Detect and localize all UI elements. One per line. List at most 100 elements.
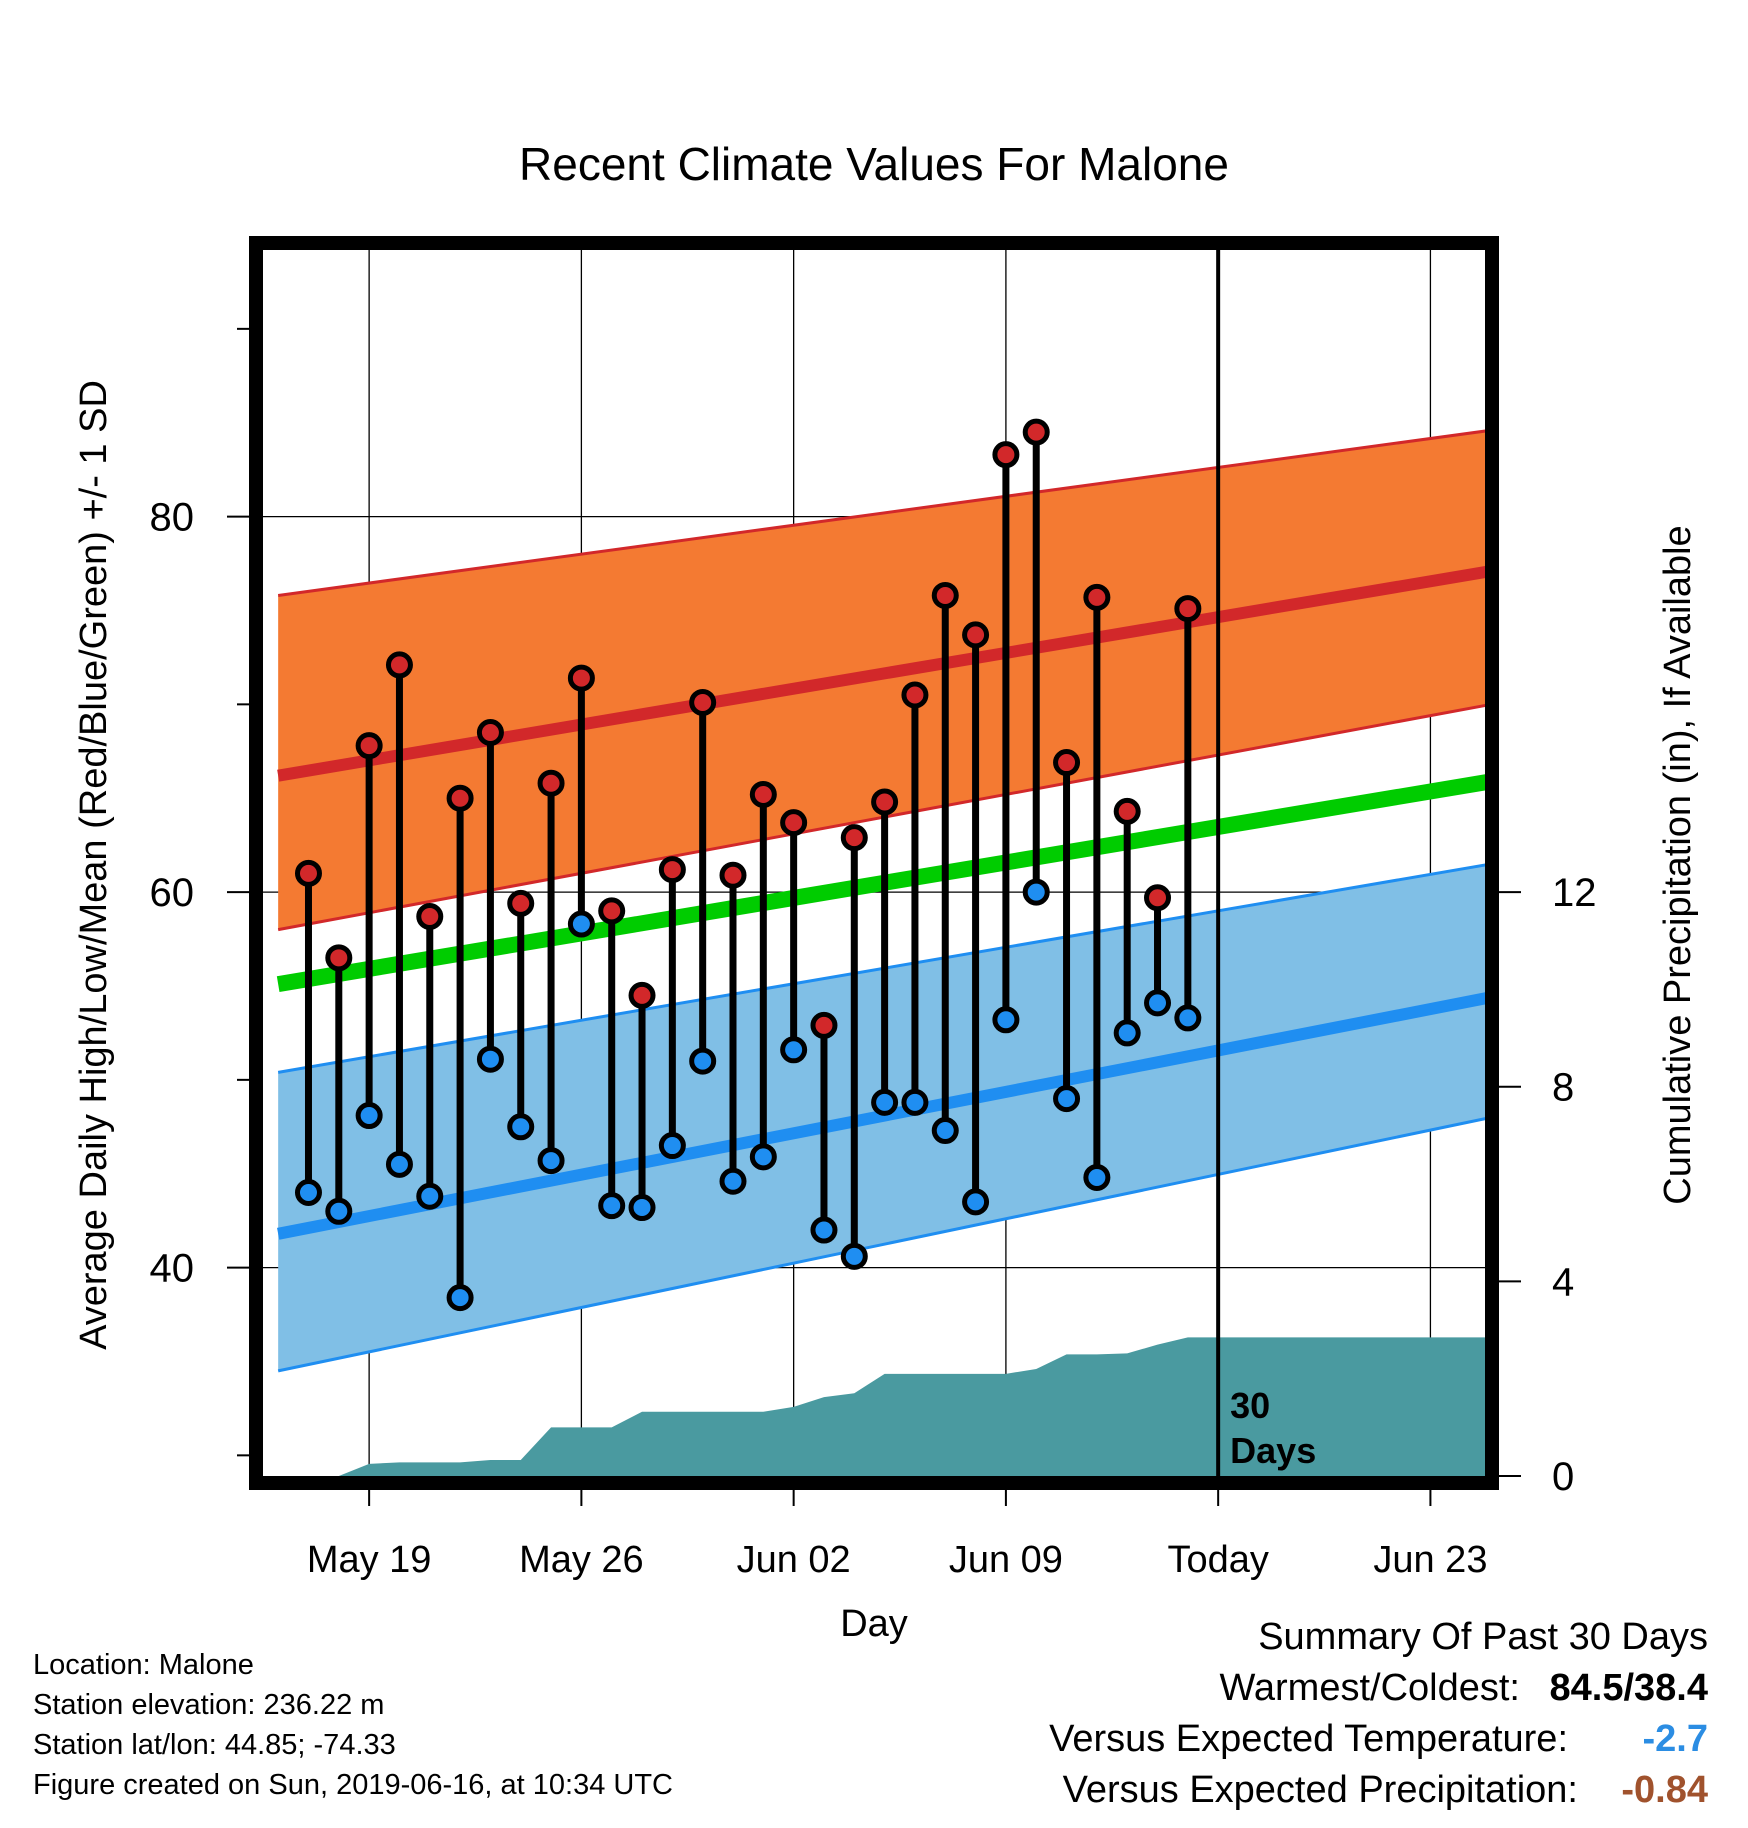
daily-low-point-11 [628, 1194, 656, 1222]
daily-high-point-12 [658, 856, 686, 884]
y-right-tick-label-1: 4 [1552, 1260, 1574, 1304]
daily-high-point-17 [810, 1011, 838, 1039]
precip-value: -0.84 [1621, 1769, 1708, 1811]
daily-low-point-25 [1053, 1085, 1081, 1113]
daily-high-point-13 [689, 688, 717, 716]
daily-high-point-18 [840, 824, 868, 852]
daily-high-point-28 [1144, 884, 1172, 912]
daily-high-point-3 [385, 651, 413, 679]
x-tick-label-2: Jun 02 [737, 1539, 851, 1581]
today-days-label: 30 Days [1230, 1385, 1316, 1471]
precip-label: Versus Expected Precipitation: [1062, 1769, 1578, 1811]
daily-high-point-10 [598, 897, 626, 925]
summary-precip-row: Versus Expected Precipitation: -0.84 [1049, 1765, 1708, 1816]
daily-low-point-4 [416, 1182, 444, 1210]
temp-value: -2.7 [1642, 1718, 1708, 1760]
y-right-tick-label-0: 0 [1552, 1455, 1574, 1499]
y-axis-left-label: Average Daily High/Low/Mean (Red/Blue/Gr… [73, 380, 115, 1350]
daily-low-point-10 [598, 1192, 626, 1220]
daily-low-point-19 [871, 1088, 899, 1116]
warm-cold-label: Warmest/Coldest: [1219, 1667, 1520, 1709]
daily-low-point-1 [325, 1197, 353, 1225]
summary-temp-row: Versus Expected Temperature: -2.7 [1049, 1714, 1708, 1765]
axes-layer: 30 Days May 19 May 26 Jun 02 Jun 09 Today Jun 2… [150, 236, 1597, 1581]
daily-low-point-15 [749, 1143, 777, 1171]
daily-low-point-14 [719, 1167, 747, 1195]
daily-low-point-0 [294, 1178, 322, 1206]
daily-low-point-26 [1083, 1163, 1111, 1191]
daily-high-point-7 [507, 889, 535, 917]
daily-high-point-5 [446, 784, 474, 812]
y-left-tick-label-1: 60 [150, 871, 195, 915]
x-tick-label-1: May 26 [519, 1539, 644, 1581]
daily-high-point-24 [1022, 418, 1050, 446]
daily-low-point-20 [901, 1088, 929, 1116]
daily-low-point-8 [537, 1147, 565, 1175]
daily-high-point-25 [1053, 749, 1081, 777]
summary-title: Summary Of Past 30 Days [1258, 1616, 1708, 1658]
y-left-tick-label-0: 40 [150, 1247, 195, 1291]
daily-low-point-27 [1113, 1019, 1141, 1047]
x-tick-label-0: May 19 [307, 1539, 432, 1581]
normal-high-sd-band-upper-edge [277, 429, 1485, 597]
precip-area [278, 1337, 1485, 1476]
daily-high-point-6 [476, 719, 504, 747]
y-axis-right-label: Cumulative Precipitation (in), If Availa… [1657, 525, 1699, 1204]
temp-label: Versus Expected Temperature: [1049, 1718, 1568, 1760]
chart-title: Recent Climate Values For Malone [519, 138, 1229, 190]
daily-high-point-1 [325, 944, 353, 972]
daily-high-point-16 [780, 809, 808, 837]
summary-panel: Summary Of Past 30 Days Warmest/Coldest:… [1049, 1612, 1708, 1816]
created-text: Figure created on Sun, 2019-06-16, at 10… [33, 1769, 673, 1801]
warm-cold-value: 84.5/38.4 [1549, 1667, 1708, 1709]
daily-high-point-23 [992, 441, 1020, 469]
normal-high-line [277, 565, 1485, 782]
daily-low-point-21 [931, 1117, 959, 1145]
daily-high-point-0 [294, 859, 322, 887]
x-tick-label-5: Jun 23 [1373, 1539, 1487, 1581]
daily-low-point-16 [780, 1036, 808, 1064]
plot-frame [249, 236, 1499, 1490]
plot-area [263, 250, 1485, 1476]
daily-high-point-9 [567, 664, 595, 692]
elevation-text: Station elevation: 236.22 m [33, 1689, 385, 1721]
daily-low-point-2 [355, 1102, 383, 1130]
daily-low-point-28 [1144, 989, 1172, 1017]
daily-low-point-18 [840, 1242, 868, 1270]
daily-high-point-19 [871, 788, 899, 816]
daily-low-point-13 [689, 1047, 717, 1075]
daily-high-point-11 [628, 981, 656, 1009]
y-right-tick-label-2: 8 [1552, 1066, 1574, 1110]
latlon-text: Station lat/lon: 44.85; -74.33 [33, 1729, 396, 1761]
daily-low-point-29 [1174, 1004, 1202, 1032]
daily-high-point-22 [962, 621, 990, 649]
x-tick-label-4: Today [1167, 1539, 1268, 1581]
normal-low-sd-band-lower-edge [277, 1117, 1485, 1373]
daily-low-point-17 [810, 1216, 838, 1244]
x-axis-label: Day [840, 1603, 908, 1645]
y-right-tick-label-3: 12 [1552, 871, 1597, 915]
today-days-label-line-0: 30 [1230, 1385, 1270, 1426]
daily-high-point-29 [1174, 595, 1202, 623]
daily-low-point-12 [658, 1132, 686, 1160]
daily-high-point-26 [1083, 583, 1111, 611]
daily-high-point-21 [931, 581, 959, 609]
daily-low-point-7 [507, 1113, 535, 1141]
station-info: Location: Malone Station elevation: 236.… [33, 1645, 673, 1805]
daily-high-point-2 [355, 732, 383, 760]
daily-low-point-23 [992, 1006, 1020, 1034]
daily-low-point-9 [567, 910, 595, 938]
daily-low-point-6 [476, 1045, 504, 1073]
daily-low-point-3 [385, 1150, 413, 1178]
x-tick-label-3: Jun 09 [949, 1539, 1063, 1581]
today-days-label-line-1: Days [1230, 1430, 1316, 1471]
daily-high-point-4 [416, 903, 444, 931]
summary-warm-cold-row: Warmest/Coldest: 84.5/38.4 [1049, 1663, 1708, 1714]
daily-low-point-22 [962, 1188, 990, 1216]
daily-low-point-5 [446, 1284, 474, 1312]
daily-high-point-8 [537, 769, 565, 797]
daily-high-point-20 [901, 681, 929, 709]
daily-high-point-14 [719, 861, 747, 889]
daily-high-point-27 [1113, 797, 1141, 825]
location-text: Location: Malone [33, 1649, 254, 1681]
